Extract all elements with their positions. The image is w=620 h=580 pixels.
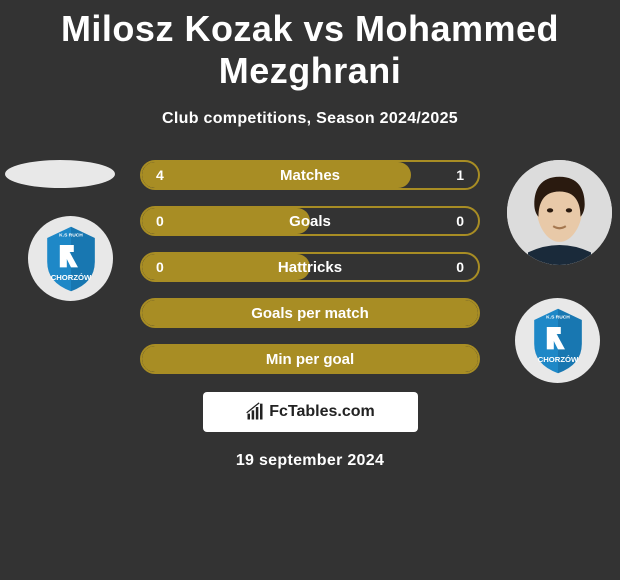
- comparison-title: Milosz Kozak vs Mohammed Mezghrani: [0, 0, 620, 92]
- svg-text:CHORZÓW: CHORZÓW: [50, 273, 91, 282]
- stat-right-value: 0: [456, 259, 464, 275]
- stat-bar: 0Goals0: [140, 206, 480, 236]
- branding-box[interactable]: FcTables.com: [203, 392, 418, 432]
- player-right-club-badge: CHORZÓW K.S RUCH: [515, 298, 600, 383]
- bar-chart-icon: [245, 402, 265, 422]
- club-badge-icon: CHORZÓW K.S RUCH: [523, 306, 593, 376]
- svg-text:K.S RUCH: K.S RUCH: [546, 314, 570, 320]
- comparison-date: 19 september 2024: [0, 452, 620, 470]
- svg-text:CHORZÓW: CHORZÓW: [537, 355, 578, 364]
- club-badge-icon: CHORZÓW K.S RUCH: [36, 224, 106, 294]
- stat-bars: 4Matches10Goals00Hattricks0Goals per mat…: [140, 160, 480, 374]
- stat-label: Goals: [142, 213, 478, 230]
- player-face-placeholder: [507, 160, 612, 265]
- stat-label: Min per goal: [142, 351, 478, 368]
- svg-text:K.S RUCH: K.S RUCH: [59, 232, 83, 238]
- stat-label: Matches: [142, 167, 478, 184]
- stat-bar: 4Matches1: [140, 160, 480, 190]
- branding-label: FcTables.com: [269, 403, 375, 421]
- stat-bar: Goals per match: [140, 298, 480, 328]
- player-left-club-badge: CHORZÓW K.S RUCH: [28, 216, 113, 301]
- player-right-photo: [507, 160, 612, 265]
- stat-right-value: 0: [456, 213, 464, 229]
- comparison-subtitle: Club competitions, Season 2024/2025: [0, 110, 620, 128]
- player-left-photo: [5, 160, 115, 188]
- stat-right-value: 1: [456, 167, 464, 183]
- stat-label: Hattricks: [142, 259, 478, 276]
- stat-bar: Min per goal: [140, 344, 480, 374]
- stat-bar: 0Hattricks0: [140, 252, 480, 282]
- comparison-content: CHORZÓW K.S RUCH CHORZÓW K.S RUCH 4Match…: [0, 160, 620, 470]
- stat-label: Goals per match: [142, 305, 478, 322]
